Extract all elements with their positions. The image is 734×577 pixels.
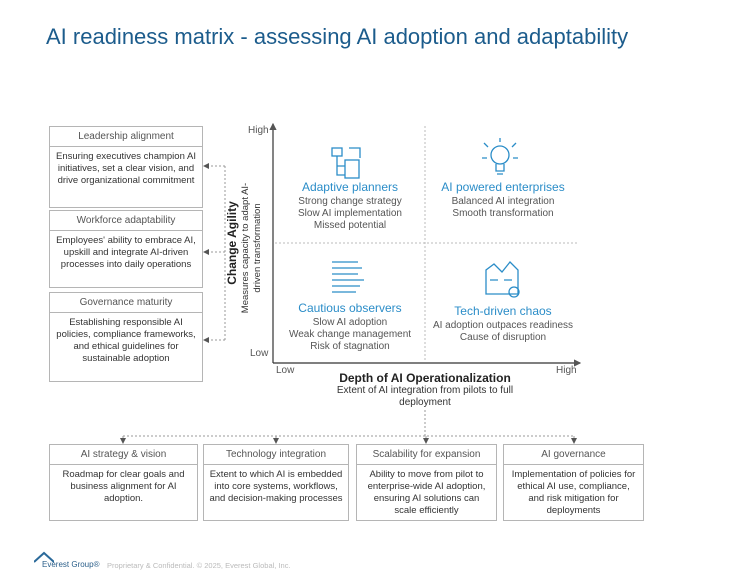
footer-text: Proprietary & Confidential. © 2025, Ever… [107,561,291,570]
left-box: Leadership alignment Ensuring executives… [49,126,203,208]
quadrant-line: Smooth transformation [452,208,554,219]
quadrant-line: Missed potential [313,220,387,231]
quadrant-line: Cause of disruption [459,332,547,343]
box-body: Roadmap for clear goals and business ali… [62,469,185,504]
quadrant-title: Adaptive planners [301,180,399,194]
box-body: Implementation of policies for ethical A… [511,469,636,516]
quadrant-line: Slow AI adoption [312,317,388,328]
footer-logo: Everest Group® [42,560,100,569]
quadrant: Tech-driven chaos AI adoption outpaces r… [428,304,578,344]
quadrant-line: Risk of stagnation [310,341,390,352]
quadrant: AI powered enterprises Balanced AI integ… [428,180,578,220]
quadrant-title: Tech-driven chaos [454,304,552,318]
left-box: Workforce adaptability Employees' abilit… [49,210,203,288]
box-body: Employees' ability to embrace AI, upskil… [56,235,196,270]
box-header: Workforce adaptability [50,211,202,231]
quadrant-line: Strong change strategy [298,196,402,207]
quadrant-line: Weak change management [288,329,412,340]
quadrant-line: Balanced AI integration [451,196,555,207]
bottom-box: AI governance Implementation of policies… [503,444,644,521]
quadrant-title: Cautious observers [298,301,402,315]
logo-mark [34,551,54,563]
quadrant: Adaptive planners Strong change strategy… [275,180,425,232]
bottom-box: Technology integration Extent to which A… [203,444,349,521]
bottom-box: Scalability for expansion Ability to mov… [356,444,497,521]
y-axis-title: Change Agility [225,201,239,285]
bottom-box: AI strategy & vision Roadmap for clear g… [49,444,198,521]
title: AI readiness matrix - assessing AI adopt… [46,24,629,49]
box-header: AI strategy & vision [50,445,197,465]
y-axis-subtitle: Measures capacity to adapt AI-driven tra… [240,182,263,314]
x-low-label: Low [276,365,295,376]
x-axis-title: Depth of AI Operationalization [339,371,511,385]
quadrant-line: Slow AI implementation [298,208,402,219]
y-low-label: Low [250,348,269,359]
quadrant-title: AI powered enterprises [441,180,565,194]
box-body: Ability to move from pilot to enterprise… [367,469,486,516]
box-header: AI governance [504,445,643,465]
box-header: Leadership alignment [50,127,202,147]
box-body: Establishing responsible AI policies, co… [56,317,196,364]
box-header: Scalability for expansion [357,445,496,465]
left-box: Governance maturity Establishing respons… [49,292,203,382]
box-body: Extent to which AI is embedded into core… [209,469,343,504]
x-axis-subtitle: Extent of AI integration from pilots to … [336,385,514,408]
x-high-label: High [556,365,577,376]
quadrant-line: AI adoption outpaces readiness [432,320,574,331]
box-body: Ensuring executives champion AI initiati… [56,151,196,186]
quadrant: Cautious observers Slow AI adoption Weak… [275,301,425,353]
box-header: Technology integration [204,445,348,465]
box-header: Governance maturity [50,293,202,313]
y-high-label: High [248,125,269,136]
